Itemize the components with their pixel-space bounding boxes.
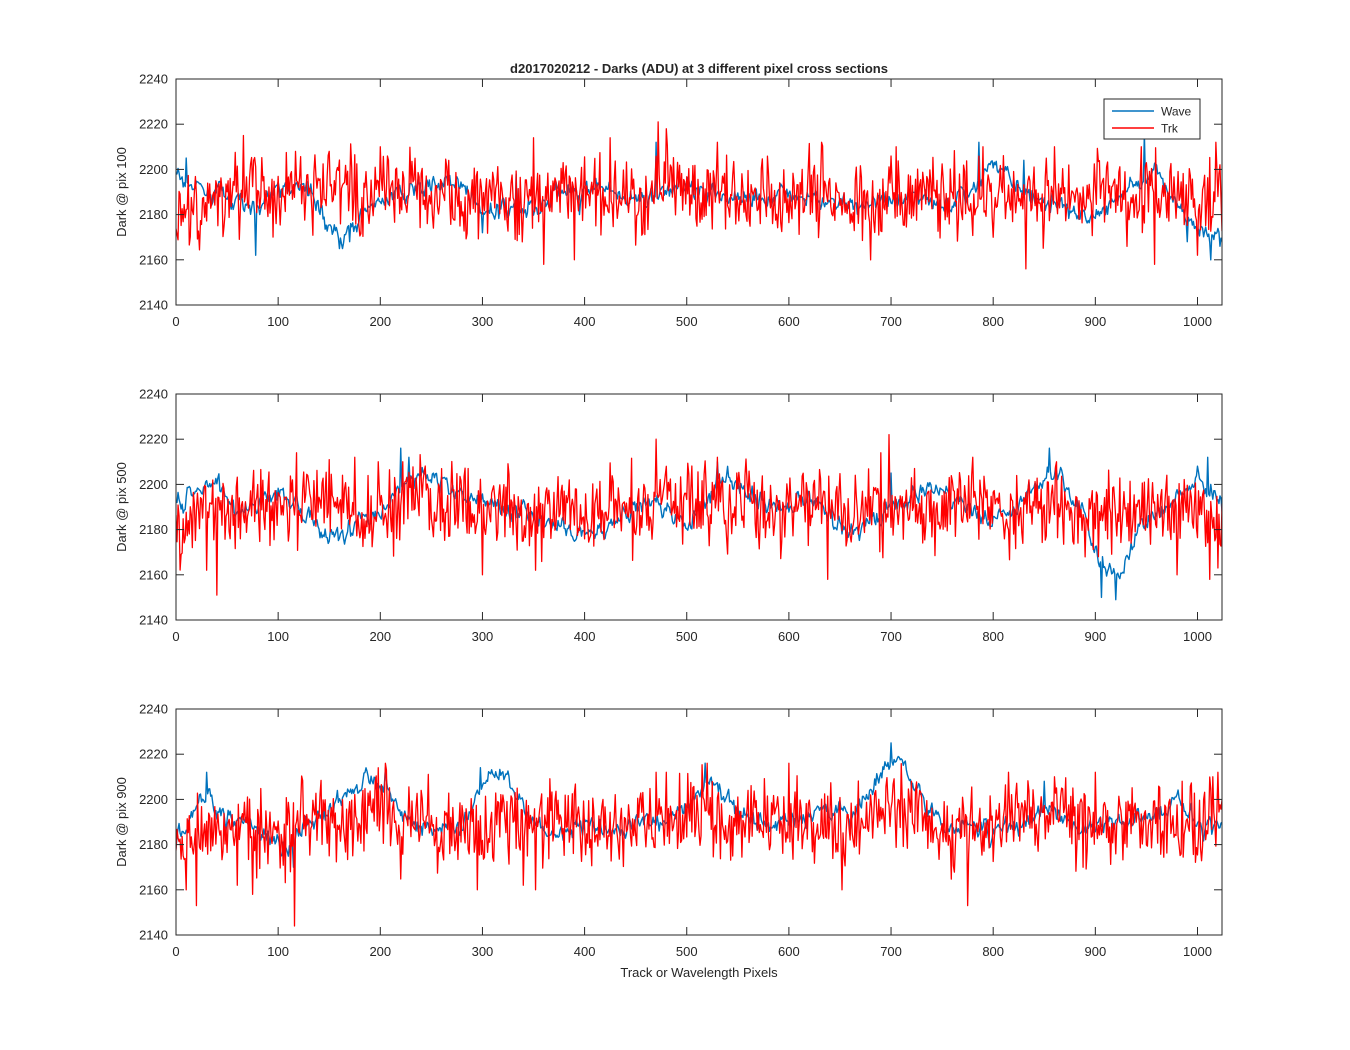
axes-box: [175, 393, 1223, 621]
subplots: 0 100 200 300 400 500 600 700 800 900 100021402160…: [114, 72, 1223, 959]
x-tick-label: 900: [1084, 314, 1106, 329]
x-tick-label: 500: [676, 314, 698, 329]
series-line-trk: [176, 434, 1222, 596]
y-tick-label: 2200: [139, 162, 168, 177]
y-tick-label: 2180: [139, 207, 168, 222]
subplot-2: 0 100 200 300 400 500 600 700 800 900 1000 2140 2160…: [114, 387, 1223, 644]
y-tick-label: 2220: [139, 747, 168, 762]
x-tick-label: 300: [472, 629, 494, 644]
legend: Wave Trk: [1103, 98, 1201, 140]
x-tick-label: 800: [982, 629, 1004, 644]
y-tick-label: 2160: [139, 567, 168, 582]
series-line-wave: [176, 742, 1222, 868]
axes-box: [175, 708, 1223, 936]
x-tick-label: 800: [982, 944, 1004, 959]
x-tick-label: 300: [472, 944, 494, 959]
x-tick-label: 500: [676, 629, 698, 644]
y-tick-label: 2160: [139, 882, 168, 897]
x-tick-label: 1000: [1183, 629, 1212, 644]
x-tick-label: 1000: [1183, 314, 1212, 329]
series-group: [176, 434, 1222, 601]
x-tick-label: 700: [880, 944, 902, 959]
legend-label-wave: Wave: [1161, 105, 1192, 119]
x-tick-label: 600: [778, 314, 800, 329]
x-tick-label: 700: [880, 314, 902, 329]
y-tick-label: 2220: [139, 432, 168, 447]
y-tick-label: 2240: [139, 72, 168, 87]
figure-title: d2017020212 - Darks (ADU) at 3 different…: [510, 61, 888, 76]
y-axis-label: Dark @ pix 500: [114, 462, 129, 552]
x-tick-label: 200: [369, 629, 391, 644]
x-tick-label: 900: [1084, 944, 1106, 959]
y-tick-label: 2180: [139, 522, 168, 537]
series-line-trk: [176, 121, 1222, 270]
x-tick-label: 0: [172, 629, 179, 644]
series-group: [176, 742, 1222, 927]
legend-label-trk: Trk: [1161, 122, 1179, 136]
x-tick-label: 400: [574, 944, 596, 959]
x-tick-label: 200: [369, 944, 391, 959]
x-tick-label: 300: [472, 314, 494, 329]
x-tick-label: 0: [172, 314, 179, 329]
y-tick-label: 2220: [139, 117, 168, 132]
x-tick-label: 100: [267, 629, 289, 644]
x-tick-label: 600: [778, 629, 800, 644]
x-tick-label: 600: [778, 944, 800, 959]
x-tick-label: 900: [1084, 629, 1106, 644]
y-tick-label: 2140: [139, 613, 168, 628]
legend-box: [1103, 98, 1201, 140]
x-tick-label: 400: [574, 629, 596, 644]
y-tick-label: 2240: [139, 702, 168, 717]
subplot-1: 0 100 200 300 400 500 600 700 800 900 1000 2140 2160…: [114, 72, 1223, 329]
y-tick-label: 2240: [139, 387, 168, 402]
y-tick-label: 2160: [139, 252, 168, 267]
x-tick-label: 700: [880, 629, 902, 644]
x-tick-label: 400: [574, 314, 596, 329]
subplot-3: 0 100 200 300 400 500 600 700 800 900 1000 2140 2160…: [114, 702, 1223, 959]
x-tick-label: 0: [172, 944, 179, 959]
y-tick-label: 2200: [139, 792, 168, 807]
series-group: [176, 121, 1222, 270]
y-tick-label: 2140: [139, 298, 168, 313]
series-line-trk: [176, 762, 1222, 927]
y-tick-label: 2200: [139, 477, 168, 492]
axes-box: [175, 78, 1223, 306]
x-tick-label: 1000: [1183, 944, 1212, 959]
y-axis-label: Dark @ pix 100: [114, 147, 129, 237]
y-tick-label: 2140: [139, 928, 168, 943]
x-tick-label: 500: [676, 944, 698, 959]
x-tick-label: 200: [369, 314, 391, 329]
x-tick-label: 800: [982, 314, 1004, 329]
x-tick-label: 100: [267, 314, 289, 329]
x-tick-label: 100: [267, 944, 289, 959]
y-tick-label: 2180: [139, 837, 168, 852]
y-axis-label: Dark @ pix 900: [114, 777, 129, 867]
x-axis-label: Track or Wavelength Pixels: [620, 965, 778, 980]
